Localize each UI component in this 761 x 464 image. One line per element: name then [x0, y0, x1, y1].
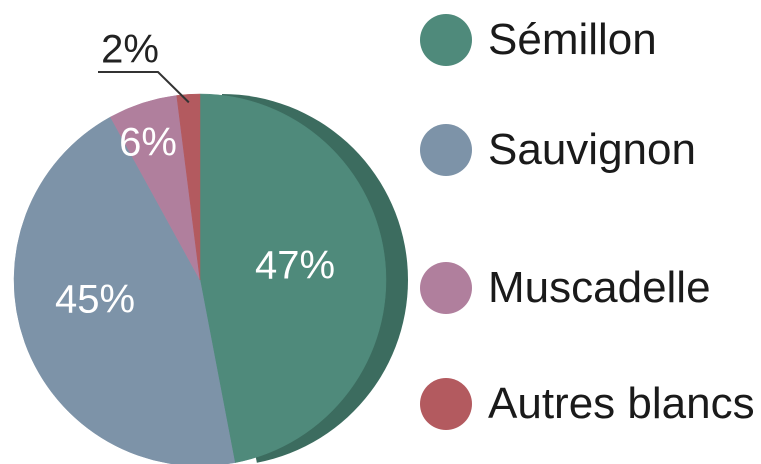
data-label: 2%	[101, 28, 159, 72]
legend-swatch	[420, 14, 472, 66]
legend-label: Sémillon	[488, 15, 657, 64]
legend-swatch	[420, 262, 472, 314]
pie-slice	[176, 93, 201, 281]
data-label: 45%	[55, 278, 135, 322]
legend-item: Sémillon	[420, 14, 758, 66]
legend-label: Muscadelle	[488, 263, 711, 312]
legend-item: Autres blancs	[420, 378, 758, 430]
pie-slice	[199, 93, 387, 463]
pie-chart: 47% 45% 6% 2%	[13, 28, 408, 464]
data-label: 47%	[255, 244, 335, 288]
legend-label: Sauvignon	[488, 125, 696, 174]
legend-swatch	[420, 378, 472, 430]
leader-line	[98, 71, 190, 104]
legend-item: Muscadelle	[420, 262, 758, 314]
legend-item: Sauvignon	[420, 124, 758, 176]
pie-slice	[13, 116, 236, 464]
legend-label: Autres blancs	[488, 379, 755, 428]
legend-swatch	[420, 124, 472, 176]
data-label: 6%	[119, 121, 177, 165]
